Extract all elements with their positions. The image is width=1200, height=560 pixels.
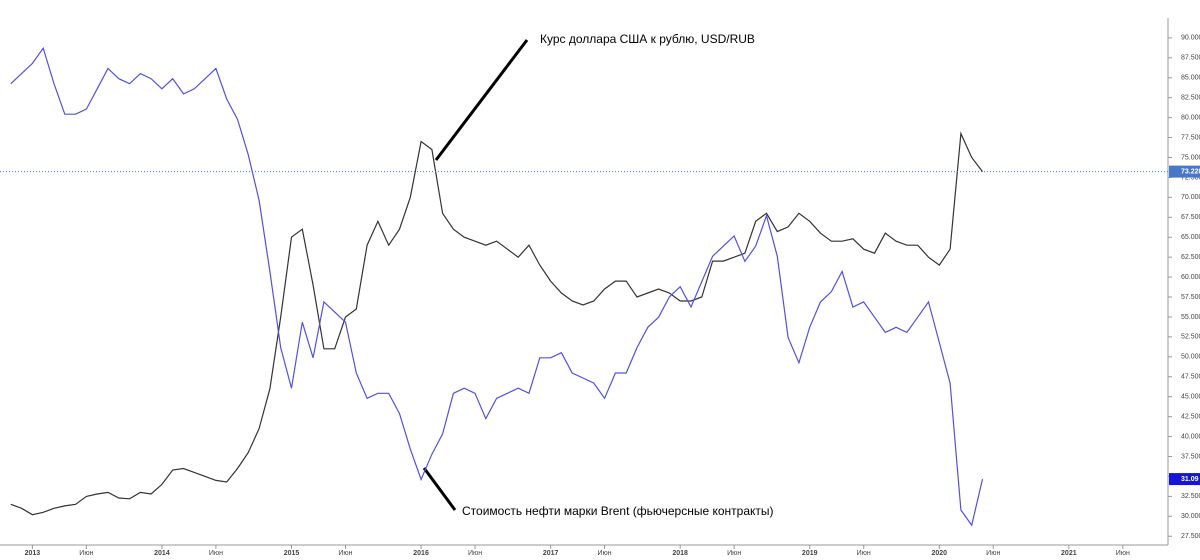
x-tick-label: 2018 [672,550,688,557]
series-line [10,46,984,527]
y-tick-label: 80.0000 [1181,114,1200,121]
x-tick-label: Июн [468,550,482,557]
y-tick-label: 27.5000 [1181,533,1200,540]
x-tick-label: 2013 [25,550,41,557]
x-tick-label: 2017 [543,550,559,557]
x-tick-label: 2015 [284,550,300,557]
x-tick-label: Июн [598,550,612,557]
last-value-badge [1169,165,1200,178]
y-tick-label: 85.0000 [1181,75,1200,82]
x-tick-label: 2020 [931,550,947,557]
x-tick-label: 2019 [802,550,818,557]
y-tick-label: 70.0000 [1181,194,1200,201]
y-tick-label: 77.5000 [1181,134,1200,141]
annotation-pointer [422,467,457,511]
annotation: Курс доллара США к рублю, USD/RUB [540,32,755,46]
y-tick-label: 52.5000 [1181,334,1200,341]
x-tick-label: 2014 [154,550,170,557]
annotation-pointer [434,39,529,161]
y-tick-label: 42.5000 [1181,413,1200,420]
y-tick-label: 32.5000 [1181,493,1200,500]
last-value-badge [1169,473,1200,486]
annotation: Стоимость нефти марки Brent (фьючерсные … [462,504,774,518]
y-tick-label: 50.0000 [1181,354,1200,361]
x-tick-label: Июн [857,550,871,557]
last-value-label: 73.2280 [1181,168,1200,175]
x-tick-label: Июн [338,550,352,557]
y-tick-label: 45.0000 [1181,394,1200,401]
y-tick-label: 47.5000 [1181,374,1200,381]
y-tick-label: 40.0000 [1181,433,1200,440]
y-tick-label: 30.0000 [1181,513,1200,520]
y-tick-label: 55.0000 [1181,314,1200,321]
y-tick-label: 72.5000 [1181,174,1200,181]
y-tick-label: 37.5000 [1181,453,1200,460]
x-tick-label: 2021 [1061,550,1077,557]
y-tick-label: 65.0000 [1181,234,1200,241]
y-tick-label: 57.5000 [1181,294,1200,301]
x-tick-label: 2016 [413,550,429,557]
series-line [10,131,983,516]
y-tick-label: 62.5000 [1181,254,1200,261]
y-tick-label: 60.0000 [1181,274,1200,281]
y-tick-label: 90.0000 [1181,35,1200,42]
x-tick-label: Июн [727,550,741,557]
y-tick-label: 82.5000 [1181,95,1200,102]
x-tick-label: Июн [1116,550,1130,557]
y-tick-label: 87.5000 [1181,55,1200,62]
y-tick-label: 75.0000 [1181,154,1200,161]
x-tick-label: Июн [986,550,1000,557]
x-tick-label: Июн [209,550,223,557]
last-value-label: 31.09 [1181,476,1199,483]
x-tick-label: Июн [79,550,93,557]
y-tick-label: 67.5000 [1181,214,1200,221]
